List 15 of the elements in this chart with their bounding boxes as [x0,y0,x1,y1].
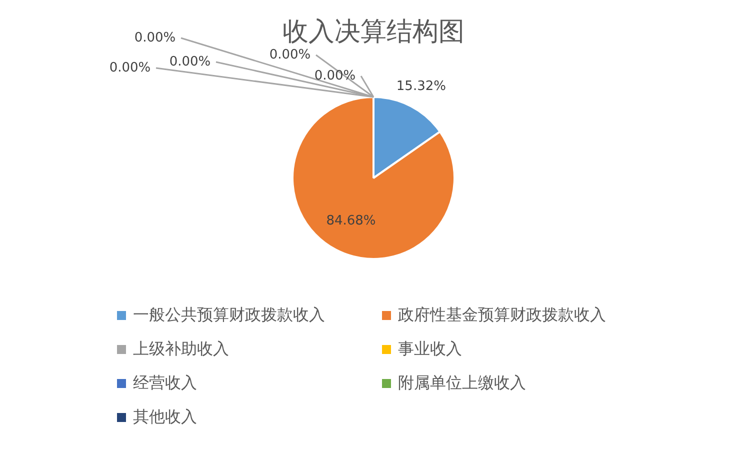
legend-label: 经营收入 [133,372,197,394]
chart-title: 收入决算结构图 [282,17,464,47]
text: 0.00% [169,54,211,70]
text: 0.00% [269,47,311,62]
legend-label: 其他收入 [133,406,197,428]
text: 0.00% [109,60,151,76]
data-label: 84.68% [326,213,376,228]
legend-label: 政府性基金预算财政拨款收入 [398,304,606,326]
data-label: 15.32% [396,79,446,94]
legend-label: 上级补助收入 [133,338,229,360]
legend-label: 一般公共预算财政拨款收入 [133,304,325,326]
legend-label: 附属单位上缴收入 [398,372,526,394]
text: 0.00% [314,68,356,84]
legend-label: 事业收入 [398,338,462,360]
text: 0.00% [134,30,176,46]
